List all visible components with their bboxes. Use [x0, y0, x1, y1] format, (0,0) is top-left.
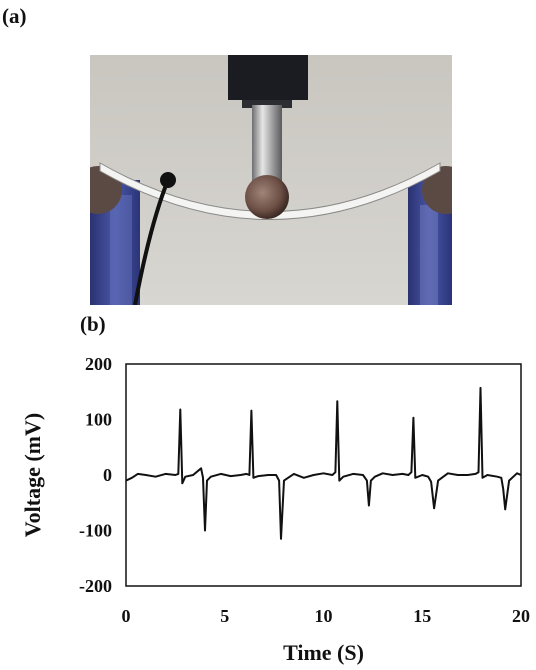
x-tick-label: 10 — [315, 606, 333, 626]
x-tick-label: 20 — [512, 606, 530, 626]
y-tick-label: 100 — [85, 410, 112, 430]
x-tick-label: 15 — [413, 606, 431, 626]
y-axis-title: Voltage (mV) — [20, 413, 45, 537]
x-tick-label: 5 — [220, 606, 229, 626]
x-axis-title: Time (S) — [283, 640, 364, 665]
voltage-series-line — [125, 386, 522, 540]
three-point-bend-test-image — [90, 55, 452, 305]
chart-svg: Voltage (mV) Time (S) 200 100 0 -100 -200 0 5 1… — [20, 354, 530, 665]
x-tick-label: 0 — [122, 606, 131, 626]
panel-a-label: (a) — [2, 4, 27, 28]
y-tick-label: -100 — [79, 521, 112, 541]
panel-b-label: (b) — [80, 312, 106, 336]
y-tick-label: 200 — [85, 354, 112, 374]
test-rig-photo — [90, 55, 452, 305]
voltage-time-chart: Voltage (mV) Time (S) 200 100 0 -100 -200 0 5 1… — [0, 330, 536, 670]
y-tick-label: 0 — [103, 465, 112, 485]
y-tick-label: -200 — [79, 576, 112, 596]
